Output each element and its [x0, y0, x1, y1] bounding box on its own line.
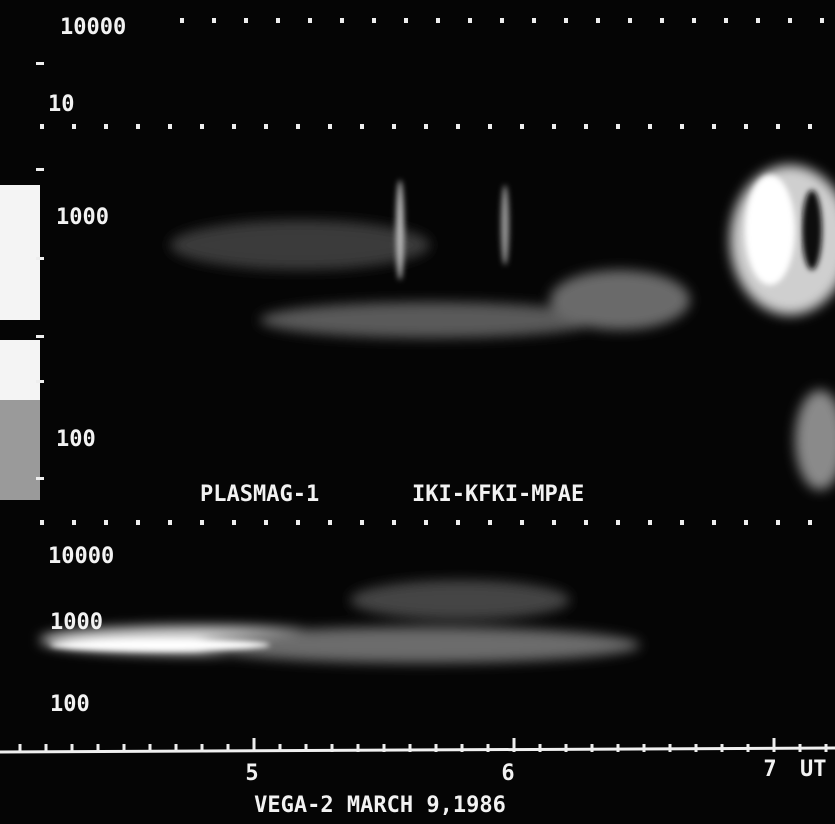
- grid-dot: [552, 124, 556, 129]
- tick-label: 10000: [48, 544, 114, 569]
- grid-dot: [468, 18, 472, 23]
- grid-dot: [584, 124, 588, 129]
- grid-dot: [180, 18, 184, 23]
- grid-dot: [520, 124, 524, 129]
- time-unit: UT: [800, 757, 827, 782]
- grid-dot: [104, 520, 108, 525]
- tick-label: 10: [48, 92, 75, 117]
- grid-dot: [616, 520, 620, 525]
- edge-strip: [0, 400, 40, 500]
- grid-dot: [564, 18, 568, 23]
- grid-dot: [660, 18, 664, 23]
- grid-dot: [328, 520, 332, 525]
- grid-dot: [436, 18, 440, 23]
- grid-dot: [756, 18, 760, 23]
- grid-dot: [296, 124, 300, 129]
- grid-dot: [308, 18, 312, 23]
- spectrogram: 10000 10 1000 100 PLASMAG-1 IKI-KFKI-MPA…: [0, 0, 835, 824]
- grid-dot: [584, 520, 588, 525]
- grid-dot: [264, 520, 268, 525]
- grid-dot: [424, 124, 428, 129]
- grid-dot: [776, 124, 780, 129]
- grid-dot: [392, 520, 396, 525]
- grid-dot: [232, 520, 236, 525]
- grid-dot: [168, 124, 172, 129]
- grid-dot: [404, 18, 408, 23]
- grid-dot: [360, 520, 364, 525]
- grid-dot: [72, 520, 76, 525]
- time-tick-label: 5: [245, 761, 258, 786]
- grid-dot: [40, 124, 44, 129]
- grid-dot: [456, 520, 460, 525]
- grid-dot: [200, 520, 204, 525]
- grid-dot: [712, 124, 716, 129]
- grid-dot: [456, 124, 460, 129]
- grid-dot: [552, 520, 556, 525]
- institutes-label: IKI-KFKI-MPAE: [412, 482, 584, 507]
- grid-dot: [680, 124, 684, 129]
- grid-dot: [296, 520, 300, 525]
- grid-dot: [244, 18, 248, 23]
- grid-dot: [72, 124, 76, 129]
- time-tick-label: 6: [501, 761, 514, 786]
- grid-dot: [360, 124, 364, 129]
- tick-label: 100: [50, 692, 90, 717]
- grid-dot: [820, 18, 824, 23]
- grid-dot: [808, 520, 812, 525]
- grid-dot: [40, 520, 44, 525]
- grid-dot: [424, 520, 428, 525]
- grid-dot: [340, 18, 344, 23]
- grid-dot: [392, 124, 396, 129]
- grid-dot: [488, 520, 492, 525]
- grid-dot: [328, 124, 332, 129]
- grid-dot: [136, 520, 140, 525]
- grid-dot: [136, 124, 140, 129]
- grid-dot: [744, 124, 748, 129]
- grid-dot: [232, 124, 236, 129]
- grid-dot: [488, 124, 492, 129]
- grid-dot: [788, 18, 792, 23]
- tick-label: 100: [56, 427, 96, 452]
- grid-dot: [680, 520, 684, 525]
- grid-dot: [724, 18, 728, 23]
- time-tick-label: 7: [763, 757, 776, 782]
- grid-dot: [648, 124, 652, 129]
- grid-dot: [712, 520, 716, 525]
- grid-dot: [276, 18, 280, 23]
- grid-dot: [200, 124, 204, 129]
- grid-dot: [776, 520, 780, 525]
- grid-dot: [520, 520, 524, 525]
- background: [0, 0, 835, 824]
- grid-dot: [264, 124, 268, 129]
- grid-dot: [744, 520, 748, 525]
- grid-dot: [500, 18, 504, 23]
- grid-dot: [808, 124, 812, 129]
- tick-label: 1000: [56, 205, 109, 230]
- grid-dot: [532, 18, 536, 23]
- grid-dot: [628, 18, 632, 23]
- tick-label: 1000: [50, 610, 103, 635]
- grid-dot: [692, 18, 696, 23]
- caption: VEGA-2 MARCH 9,1986: [254, 793, 506, 818]
- grid-dot: [648, 520, 652, 525]
- grid-dot: [616, 124, 620, 129]
- edge-strip: [0, 340, 40, 400]
- grid-dot: [168, 520, 172, 525]
- grid-dot: [104, 124, 108, 129]
- edge-strip: [0, 185, 40, 320]
- tick-label: 10000: [60, 15, 126, 40]
- page: 10000 10 1000 100 PLASMAG-1 IKI-KFKI-MPA…: [0, 0, 835, 824]
- grid-dot: [212, 18, 216, 23]
- grid-dot: [596, 18, 600, 23]
- instrument-label: PLASMAG-1: [200, 482, 319, 507]
- grid-dot: [372, 18, 376, 23]
